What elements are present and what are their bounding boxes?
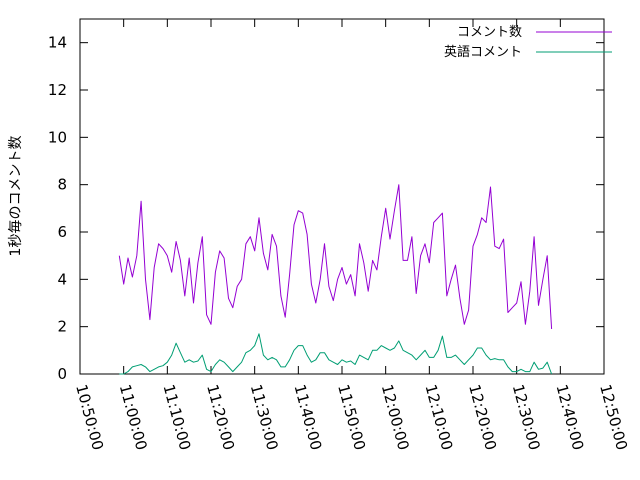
y-tick-label: 14	[48, 34, 67, 52]
legend-label-total-comments: コメント数	[457, 25, 522, 40]
chart-marks: 0 2 4 6 8 10 12 14 10:50:00 11:00:00 11:10:00 11:20…	[48, 18, 631, 452]
y-tick-label: 10	[48, 128, 67, 146]
x-tick-label: 12:20:00	[465, 382, 500, 452]
y-tick-label: 6	[57, 223, 67, 241]
y-axis-title: 1秒毎のコメント数	[8, 136, 24, 257]
x-tick-label: 12:30:00	[509, 382, 544, 452]
y-tick-label: 12	[48, 81, 67, 99]
x-tick-label: 11:00:00	[116, 382, 151, 452]
x-tick-label: 11:40:00	[290, 382, 325, 452]
x-tick-label: 10:50:00	[72, 382, 107, 452]
x-tick-label: 11:20:00	[203, 382, 238, 452]
x-tick-label: 11:10:00	[159, 382, 194, 452]
y-tick-label: 8	[57, 176, 67, 194]
x-tick-label: 12:50:00	[596, 382, 631, 452]
x-tick-label: 12:00:00	[378, 382, 413, 452]
x-tick-label: 12:40:00	[552, 382, 587, 452]
y-tick-label: 2	[57, 318, 67, 336]
legend: コメント数 英語コメント	[444, 25, 522, 60]
x-tick-label: 11:50:00	[334, 382, 369, 452]
x-tick-label: 11:30:00	[247, 382, 282, 452]
legend-label-english-comments: 英語コメント	[444, 44, 522, 60]
series-line-english-comments	[119, 333, 553, 375]
y-tick-label: 0	[57, 365, 67, 383]
x-tick-label: 12:10:00	[421, 382, 456, 452]
series-line-total-comments	[118, 184, 553, 330]
y-tick-label: 4	[57, 270, 67, 288]
